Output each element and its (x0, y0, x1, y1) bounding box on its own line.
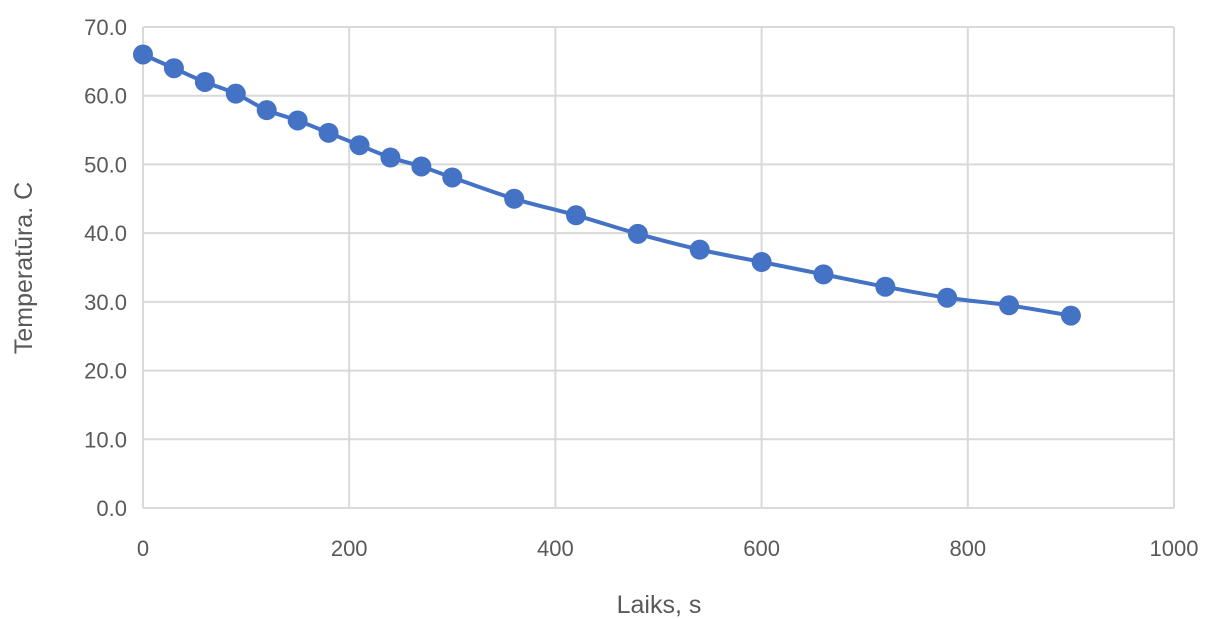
y-axis-title: Temperatūra. C (10, 182, 38, 354)
gridlines (143, 26, 1175, 508)
data-point (318, 122, 339, 143)
data-point (256, 100, 277, 121)
x-tick-label: 600 (743, 536, 780, 561)
data-point (689, 239, 710, 260)
data-point (566, 205, 587, 226)
data-point (287, 110, 308, 131)
data-point (504, 188, 525, 209)
x-tick-label: 1000 (1150, 536, 1199, 561)
data-point (380, 147, 401, 168)
data-point (875, 276, 896, 297)
y-tick-label: 50.0 (84, 152, 127, 177)
x-tick-label: 200 (331, 536, 368, 561)
x-tick-label: 400 (537, 536, 574, 561)
y-tick-label: 40.0 (84, 221, 127, 246)
axes (142, 27, 1174, 509)
y-tick-label: 60.0 (84, 84, 127, 109)
data-point (813, 264, 834, 285)
tick-labels: 0.0 10.0 20.0 30.0 40.0 50.0 60.0 70.0 0 200 400 60… (84, 15, 1198, 561)
series-line (141, 52, 1073, 318)
y-tick-label: 0.0 (96, 496, 127, 521)
data-point (194, 71, 215, 92)
y-tick-label: 20.0 (84, 359, 127, 384)
x-tick-label: 800 (949, 536, 986, 561)
x-axis-title: Laiks, s (617, 591, 702, 619)
data-point (411, 156, 432, 177)
data-point (349, 135, 370, 156)
data-point (627, 223, 648, 244)
y-tick-label: 30.0 (84, 290, 127, 315)
data-point (133, 44, 153, 65)
data-point (1060, 305, 1081, 326)
x-tick-label: 0 (137, 536, 149, 561)
data-point (751, 252, 772, 273)
data-point (442, 167, 463, 188)
y-tick-label: 10.0 (84, 427, 127, 452)
data-point (937, 287, 958, 308)
data-point (225, 83, 246, 104)
data-point (999, 295, 1020, 316)
y-tick-label: 70.0 (84, 15, 127, 40)
data-point (163, 58, 184, 79)
data-series (133, 44, 1081, 326)
